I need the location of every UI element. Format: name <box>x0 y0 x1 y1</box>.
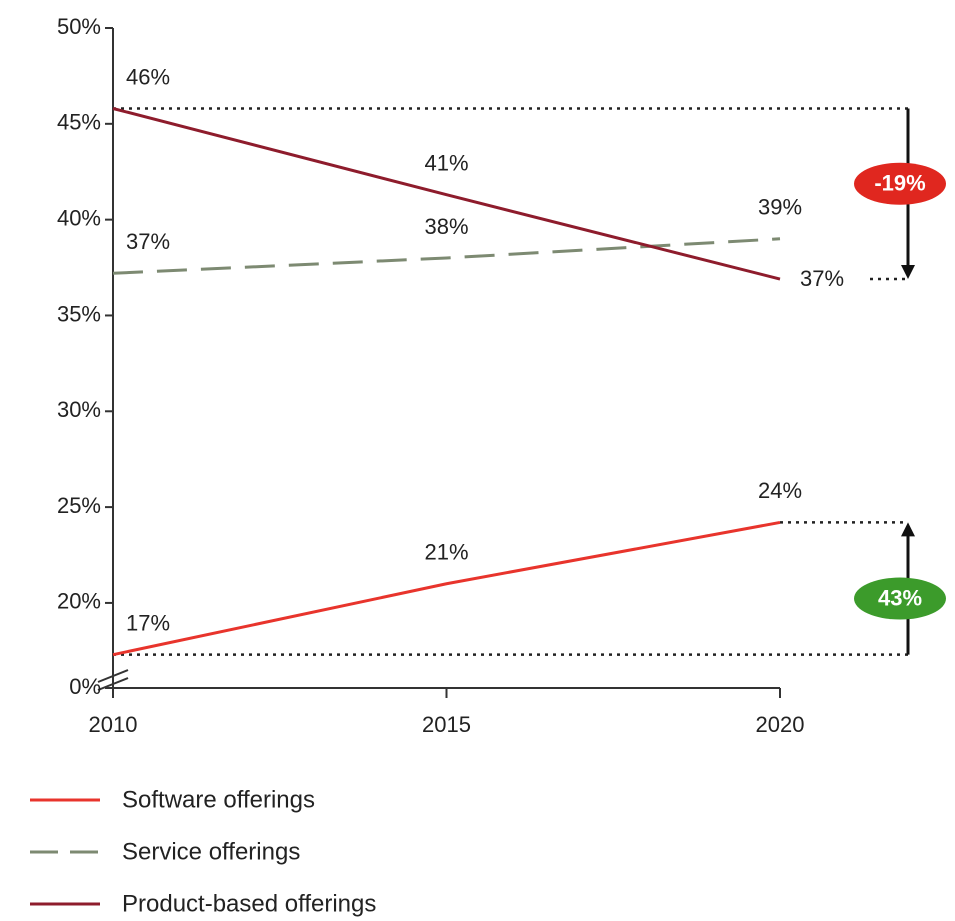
legend-label: Software offerings <box>122 786 315 813</box>
data-label: 38% <box>424 214 468 239</box>
data-label: 39% <box>758 195 802 220</box>
y-tick-label: 50% <box>57 14 101 39</box>
y-tick-label: 45% <box>57 110 101 135</box>
data-label: 46% <box>126 64 170 89</box>
x-tick-label: 2010 <box>89 712 138 737</box>
data-label: 17% <box>126 610 170 635</box>
y-tick-label: 25% <box>57 493 101 518</box>
data-label: 37% <box>800 266 844 291</box>
y-tick-label: 20% <box>57 589 101 614</box>
series-line <box>112 107 781 281</box>
badge-label: -19% <box>874 171 925 196</box>
y-tick-label: 30% <box>57 397 101 422</box>
data-label: 37% <box>126 229 170 254</box>
data-label: 24% <box>758 478 802 503</box>
x-tick-label: 2020 <box>756 712 805 737</box>
data-label: 21% <box>424 540 468 565</box>
legend-label: Service offerings <box>122 838 300 865</box>
y-tick-label: 40% <box>57 205 101 230</box>
x-tick-label: 2015 <box>422 712 471 737</box>
badge-label: 43% <box>878 585 922 610</box>
arrow-head <box>901 522 915 537</box>
series-line <box>112 520 781 657</box>
y-tick-label: 0% <box>69 674 101 699</box>
legend-label: Product-based offerings <box>122 890 376 917</box>
data-label: 41% <box>424 151 468 176</box>
arrow-head <box>901 265 915 280</box>
y-tick-label: 35% <box>57 301 101 326</box>
series-line <box>112 237 781 275</box>
badge <box>854 162 946 205</box>
badge <box>854 577 946 620</box>
